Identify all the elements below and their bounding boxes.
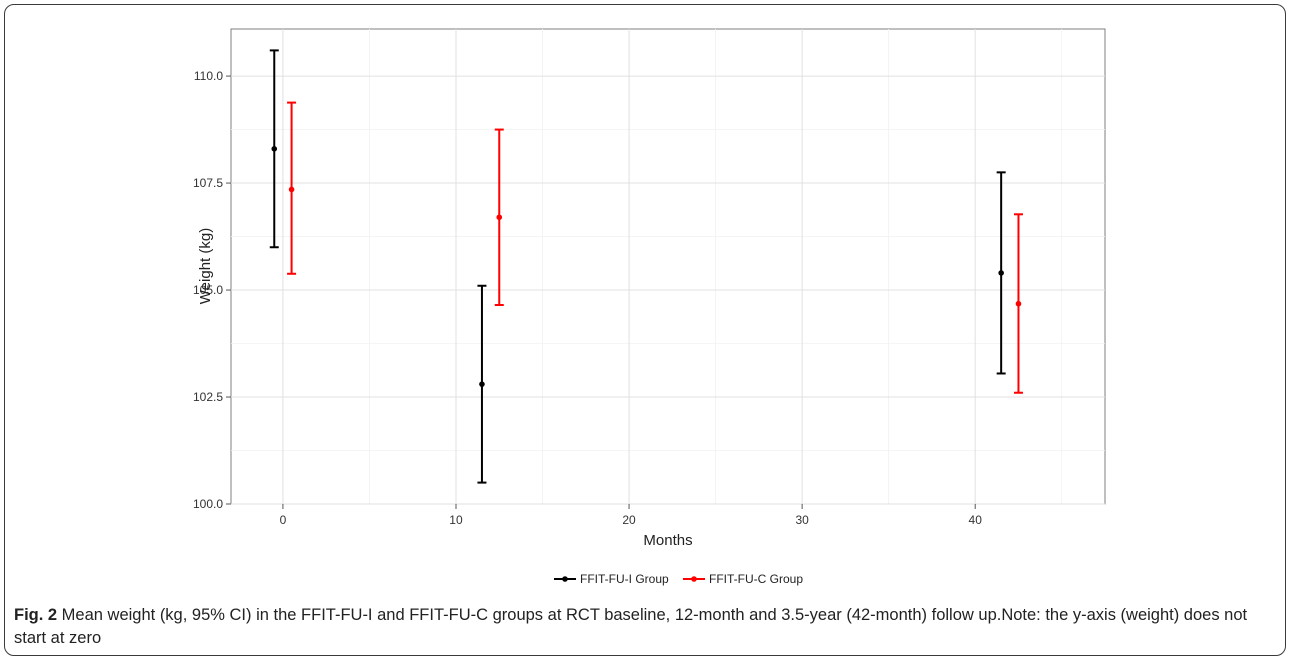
data-marks [269,49,1023,484]
data-point [479,381,485,387]
legend-key-point [691,576,697,582]
data-point [496,214,503,221]
legend-key-point [562,576,568,582]
data-point [998,270,1004,276]
data-point [271,146,278,152]
y-tick-label: 107.5 [193,176,223,190]
figure-caption: Fig. 2 Mean weight (kg, 95% CI) in the F… [14,604,1276,650]
legend-label: FFIT-FU-C Group [709,572,803,586]
caption-label: Fig. 2 [14,606,58,624]
x-tick-label: 0 [280,513,287,527]
x-tick-label: 40 [969,513,983,527]
grid-lines [231,29,1105,505]
x-tick-label: 20 [622,513,636,527]
x-tick-label: 30 [795,513,809,527]
legend: FFIT-FU-I Group FFIT-FU-C Group [554,572,803,586]
data-point [1015,300,1022,307]
x-tick-label: 10 [449,513,463,527]
legend-label: FFIT-FU-I Group [580,572,669,586]
y-tick-label: 110.0 [194,69,223,83]
y-tick-label: 102.5 [193,390,223,404]
x-axis-label: Months [643,532,692,549]
axis-ticks: 0 10 20 30 40 100.0 102.5 105.0 107.5 110.0 [193,69,982,527]
plot-panel [230,28,1106,505]
data-point [288,186,295,193]
y-tick-label: 105.0 [193,283,223,297]
chart-svg: 0 10 20 30 40 100.0 102.5 105.0 107.5 110.0 Month… [193,28,1106,586]
y-axis-label: Weight (kg) [197,228,214,304]
y-tick-label: 100.0 [193,497,223,511]
caption-text: Mean weight (kg, 95% CI) in the FFIT-FU-… [14,606,1248,647]
